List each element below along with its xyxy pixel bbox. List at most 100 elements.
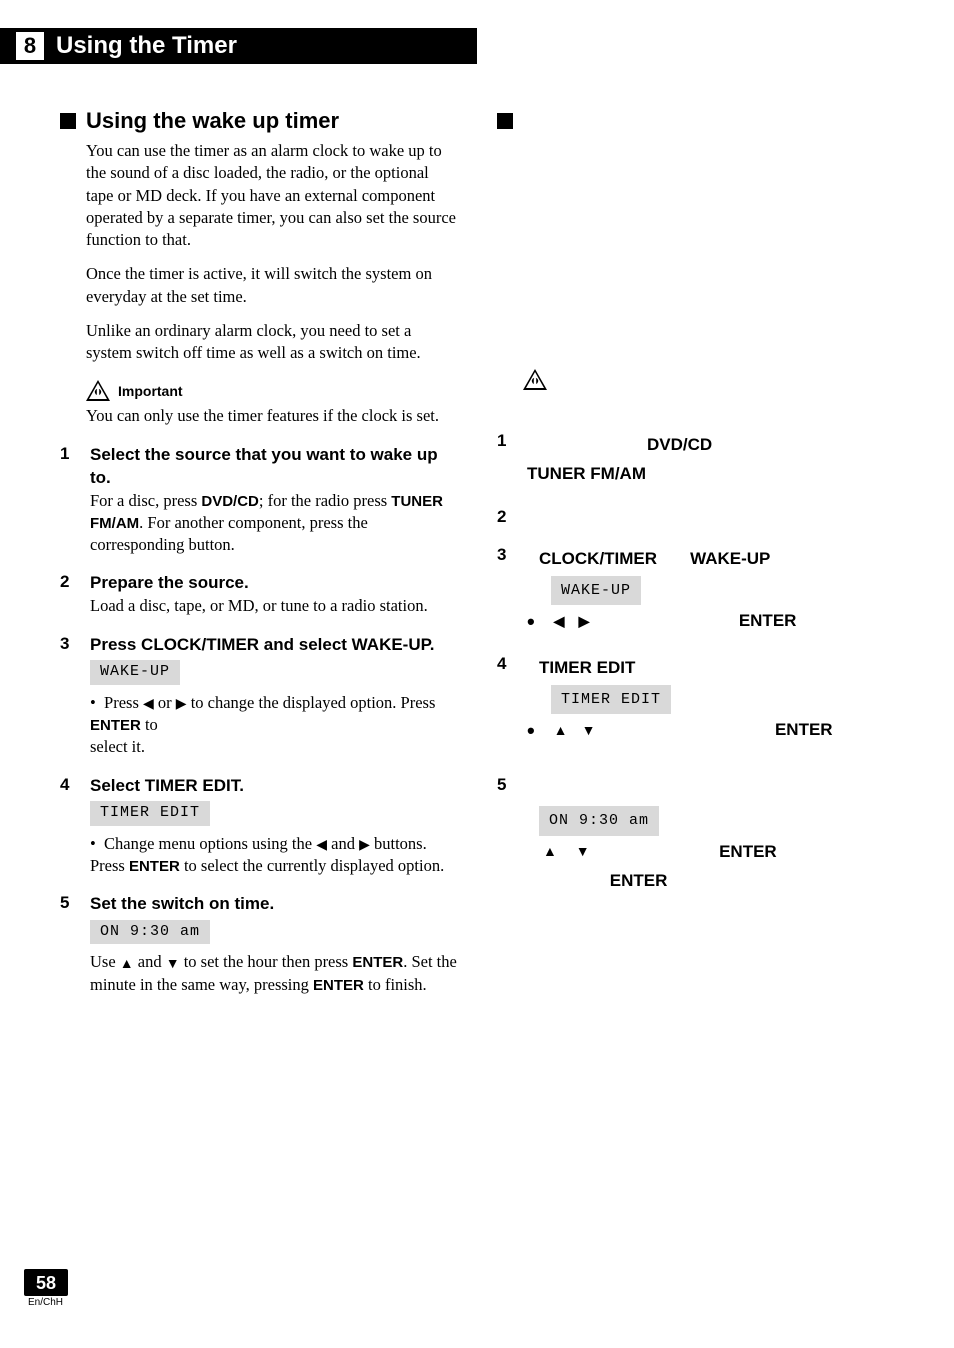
up-arrow-icon: ▲ [543,840,557,864]
bullet-dot: • [90,693,96,712]
text: Use [90,952,120,971]
button-ref: ENTER [313,977,364,994]
text: to set the hour then press [180,952,353,971]
step-number: 3 [497,545,513,636]
warning-icon [523,369,547,390]
button-ref: ENTER [90,717,141,734]
button-ref: ENTER [129,858,180,875]
step-desc: Use ▲ and ▼ to set the hour then press E… [90,951,457,996]
right-warning [523,369,894,395]
button-ref: TUNER FM/AM [527,460,894,489]
step-title: Select TIMER EDIT. [90,775,457,798]
step-number: 2 [497,507,513,527]
left-arrow-icon: ◀ [143,694,154,713]
up-arrow-icon: ▲ [554,719,568,743]
step-2: 2 Prepare the source. Load a disc, tape,… [60,572,457,617]
heading-bullet [60,113,76,129]
button-ref: DVD/CD [527,431,894,460]
page-content: Using the wake up timer You can use the … [60,108,894,996]
step-desc: For a disc, press DVD/CD; for the radio … [90,490,457,557]
right-arrow-icon: ▶ [176,694,187,713]
display-readout: WAKE-UP [551,576,641,606]
r-step-1: 1 DVD/CD TUNER FM/AM [497,431,894,489]
step-body: Set the switch on time. ON 9:30 am Use ▲… [90,893,457,996]
step-body: Select TIMER EDIT. TIMER EDIT • Change m… [90,775,457,878]
down-arrow-icon: ▼ [582,719,596,743]
text: to finish. [364,975,427,994]
intro-para-3: Unlike an ordinary alarm clock, you need… [86,320,457,365]
button-ref: TIMER EDIT [539,658,635,677]
left-arrow-icon: ◀ [554,610,565,634]
page-footer: 58 En/ChH [24,1269,68,1308]
text: ; for the radio press [259,491,391,510]
step-number: 5 [60,893,76,996]
right-arrow-icon: ▶ [359,835,370,854]
step-bullet: • Press ◀ or ▶ to change the displayed o… [90,692,457,737]
chapter-title: Using the Timer [56,32,237,60]
left-arrow-icon: ◀ [316,835,327,854]
right-column: 1 DVD/CD TUNER FM/AM 2 3 CLOCK/TIMER WAK… [497,108,894,996]
up-arrow-icon: ▲ [120,954,134,973]
step-body: CLOCK/TIMER WAKE-UP WAKE-UP • ◀ ▶ ENTER [527,545,894,636]
right-heading-row [497,108,894,129]
text: Press [104,693,143,712]
display-readout: WAKE-UP [90,660,180,684]
button-ref: ENTER [775,720,833,739]
step-title: Select the source that you want to wake … [90,444,457,490]
chapter-tab: 8 Using the Timer [0,28,477,64]
text: to [141,715,158,734]
bullet-dot: • [527,718,535,743]
text: and [134,952,166,971]
step-body: ON 9:30 am ▲ ▼ ENTER ENTER [527,775,894,895]
text: and [327,834,359,853]
step-3: 3 Press CLOCK/TIMER and select WAKE-UP. … [60,634,457,759]
page-language: En/ChH [28,1297,68,1308]
step-body: DVD/CD TUNER FM/AM [527,431,894,489]
text: Change menu options using the [104,834,316,853]
button-ref: ENTER [719,842,777,861]
section-heading: Using the wake up timer [86,108,339,134]
step-bullet-cont: select it. [90,736,457,758]
display-readout: TIMER EDIT [90,801,210,825]
r-step-5: 5 ON 9:30 am ▲ ▼ ENTER ENTER [497,775,894,895]
heading-bullet [497,113,513,129]
step-body: Press CLOCK/TIMER and select WAKE-UP. WA… [90,634,457,759]
step-body: Select the source that you want to wake … [90,444,457,557]
button-ref: WAKE-UP [690,549,770,568]
page-number: 58 [24,1269,68,1296]
step-title: Press CLOCK/TIMER and select WAKE-UP. [90,634,457,657]
left-column: Using the wake up timer You can use the … [60,108,457,996]
step-number: 1 [497,431,513,489]
important-text: You can only use the timer features if t… [86,405,457,427]
step-number: 1 [60,444,76,557]
bullet-dot: • [90,834,96,853]
step-title: Prepare the source. [90,572,457,595]
step-number: 4 [60,775,76,878]
button-ref: ENTER [739,611,797,630]
button-ref: ENTER [352,954,403,971]
intro-para-1: You can use the timer as an alarm clock … [86,140,457,251]
step-1: 1 Select the source that you want to wak… [60,444,457,557]
step-number: 3 [60,634,76,759]
display-readout: ON 9:30 am [90,920,210,944]
step-5: 5 Set the switch on time. ON 9:30 am Use… [60,893,457,996]
chapter-number: 8 [16,32,44,60]
warning-icon [86,380,110,401]
step-number: 4 [497,654,513,745]
display-readout: ON 9:30 am [539,806,659,836]
step-title: Set the switch on time. [90,893,457,916]
r-step-3: 3 CLOCK/TIMER WAKE-UP WAKE-UP • ◀ ▶ ENTE… [497,545,894,636]
text: to change the displayed option. Press [187,693,436,712]
step-body: TIMER EDIT TIMER EDIT • ▲ ▼ ENTER [527,654,894,745]
button-ref: DVD/CD [201,493,259,510]
down-arrow-icon: ▼ [576,840,590,864]
intro-para-2: Once the timer is active, it will switch… [86,263,457,308]
down-arrow-icon: ▼ [166,954,180,973]
section-heading-row: Using the wake up timer [60,108,457,134]
display-readout: TIMER EDIT [551,685,671,715]
text: For a disc, press [90,491,201,510]
text: or [154,693,176,712]
text: to select the currently displayed option… [180,856,444,875]
step-body [527,507,894,527]
step-number: 2 [60,572,76,617]
